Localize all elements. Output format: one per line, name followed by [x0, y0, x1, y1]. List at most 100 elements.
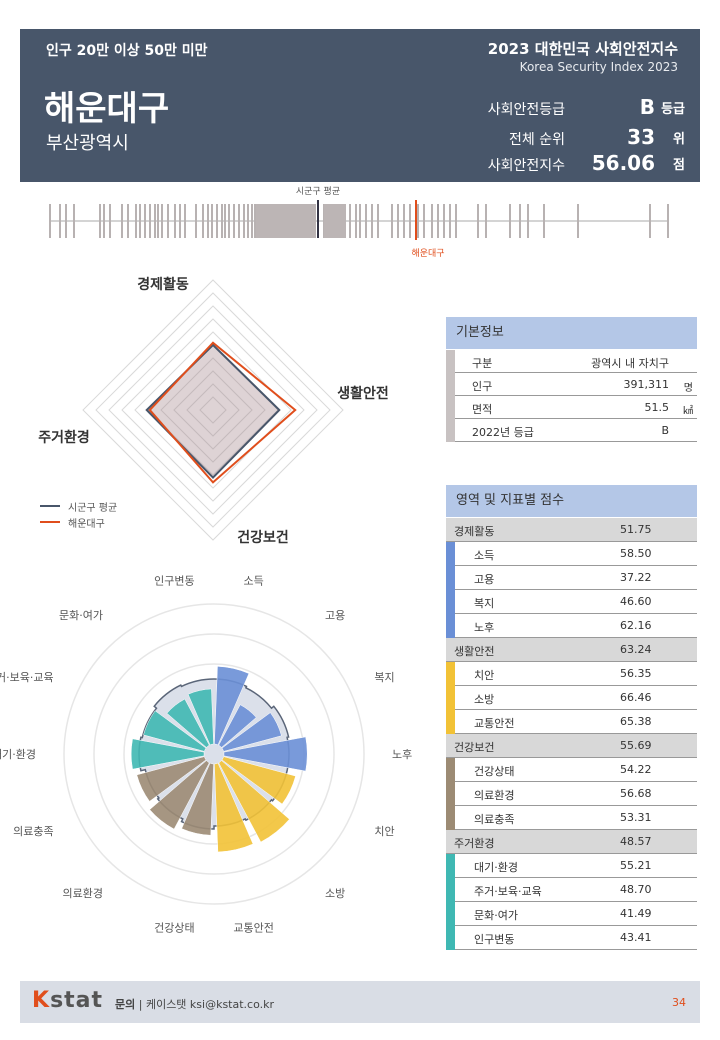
indicator-row: 건강상태 54.22 — [446, 758, 697, 782]
indicator-row: 노후 62.16 — [446, 614, 697, 638]
grade-row: 사회안전등급 B 등급 — [475, 93, 685, 119]
radar-axis-label-economy: 경제활동 — [137, 276, 189, 293]
rank-row: 전체 순위 33 위 — [475, 123, 685, 149]
info-value: 광역시 내 자치구 — [591, 357, 669, 370]
strip-self-label: 해운대구 — [411, 248, 444, 259]
radar-grid-ring — [108, 305, 318, 515]
indicator-bar — [446, 926, 455, 950]
kstat-logo: Kstat — [32, 988, 103, 1013]
radar-grid-ring — [173, 370, 253, 450]
indicator-row: 소방 66.46 — [446, 686, 697, 710]
contact-text: | 케이스탯 ksi@kstat.co.kr — [138, 998, 275, 1011]
rose-grid-ring — [93, 633, 335, 875]
rose-bar-6 — [218, 760, 290, 843]
page-number: 34 — [672, 996, 686, 1009]
rose-category-label: 인구변동 — [154, 575, 194, 588]
indicator-name: 복지 — [474, 597, 495, 610]
scores-table: 경제활동 51.75 소득 58.50 고용 37.22 복지 46.60 노후 62.1… — [446, 518, 697, 950]
domain-score: 55.69 — [620, 739, 652, 752]
domain-name: 주거환경 — [454, 837, 495, 850]
indicator-row: 의료환경 56.68 — [446, 782, 697, 806]
domain-name: 경제활동 — [454, 525, 495, 538]
indicator-bar — [446, 566, 455, 590]
indicator-score: 43.41 — [620, 931, 652, 944]
indicator-row: 주거·보육·교육 48.70 — [446, 878, 697, 902]
indicator-bar — [446, 782, 455, 806]
rose-category-label: 의료환경 — [63, 887, 103, 900]
rose-grid-ring — [63, 603, 365, 905]
rose-category-label: 의료충족 — [13, 825, 53, 838]
rose-category-label: 문화·여가 — [59, 609, 103, 622]
indicator-row: 대기·환경 55.21 — [446, 854, 697, 878]
rank-value: 33 — [627, 125, 655, 149]
indicator-score: 54.22 — [620, 763, 652, 776]
indicator-bar — [446, 902, 455, 926]
population-category: 인구 20만 이상 50만 미만 — [46, 43, 208, 59]
index-title: 2023 대한민국 사회안전지수 — [487, 40, 678, 58]
domain-score: 63.24 — [620, 643, 652, 656]
indicator-row: 고용 37.22 — [446, 566, 697, 590]
basic-info-title: 기본정보 — [446, 317, 697, 349]
logo-k: K — [32, 988, 51, 1013]
info-value: B — [661, 424, 669, 437]
strip-cluster — [324, 204, 346, 238]
grade-value: B — [639, 95, 655, 119]
radar-series-district — [148, 341, 297, 484]
indicator-bar — [446, 710, 455, 734]
indicator-score: 41.49 — [620, 907, 652, 920]
rose-category-label: 소방 — [325, 887, 345, 900]
indicator-score: 48.70 — [620, 883, 652, 896]
indicator-name: 의료환경 — [474, 789, 515, 802]
rose-bar-7 — [214, 762, 254, 853]
domain-row-health: 건강보건 55.69 — [446, 734, 697, 758]
rose-bar-5 — [221, 756, 296, 805]
rose-bar-1 — [214, 666, 250, 746]
rose-bar-11 — [130, 738, 205, 770]
info-key: 면적 — [472, 403, 493, 416]
contact-info: 문의 | 케이스탯 ksi@kstat.co.kr — [115, 996, 274, 1012]
domain-score: 48.57 — [620, 835, 652, 848]
indicator-score: 37.22 — [620, 571, 652, 584]
rose-category-label: 노후 — [392, 748, 412, 761]
radar-grid-ring — [82, 279, 344, 541]
legend-swatch-district — [40, 521, 60, 523]
indicator-score: 65.38 — [620, 715, 652, 728]
city-name: 부산광역시 — [46, 133, 129, 154]
indicator-bar — [446, 758, 455, 782]
indicator-name: 치안 — [474, 669, 495, 682]
strip-avg-label: 시군구 평균 — [296, 186, 340, 197]
info-row-bar — [446, 350, 455, 373]
info-row-bar — [446, 373, 455, 396]
info-key: 구분 — [472, 357, 493, 370]
info-key: 2022년 등급 — [472, 426, 534, 439]
indicator-score: 46.60 — [620, 595, 652, 608]
index-title-en: Korea Security Index 2023 — [519, 60, 678, 74]
indicator-name: 인구변동 — [474, 933, 515, 946]
indicator-name: 대기·환경 — [474, 861, 518, 874]
rose-bar-2 — [218, 704, 257, 748]
rank-label: 전체 순위 — [509, 132, 565, 148]
info-key: 인구 — [472, 380, 493, 393]
info-row: 인구 391,311 명 — [446, 373, 697, 396]
rose-bar-9 — [149, 760, 210, 830]
rose-category-label: 고용 — [325, 609, 345, 622]
indicator-score: 56.35 — [620, 667, 652, 680]
legend-swatch-average — [40, 505, 60, 507]
domain-name: 건강보건 — [454, 741, 495, 754]
rose-category-label: 교통안전 — [233, 922, 273, 935]
rose-category-label: 복지 — [374, 671, 394, 684]
indicator-row: 치안 56.35 — [446, 662, 697, 686]
index-value: 56.06 — [591, 151, 655, 175]
indicator-name: 노후 — [474, 621, 495, 634]
radar-legend: 시군구 평균 해운대구 — [40, 498, 117, 530]
rose-category-label: 주거·보육·교육 — [0, 671, 54, 684]
district-name: 해운대구 — [44, 89, 170, 129]
info-row: 구분 광역시 내 자치구 — [446, 350, 697, 373]
indicator-score: 66.46 — [620, 691, 652, 704]
radar-grid-ring — [199, 396, 227, 424]
info-row-bar — [446, 419, 455, 442]
rose-bar-10 — [136, 756, 207, 802]
indicator-name: 소득 — [474, 549, 495, 562]
radar-grid-ring — [95, 292, 331, 528]
